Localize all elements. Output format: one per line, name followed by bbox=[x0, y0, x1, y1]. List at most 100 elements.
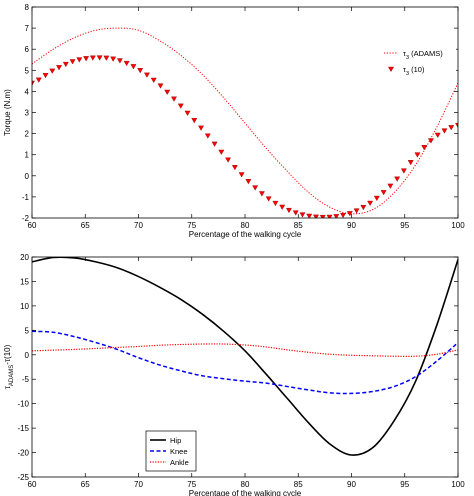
series-1-point bbox=[184, 110, 191, 116]
series-1-point bbox=[164, 89, 171, 95]
y-tick-label: -15 bbox=[17, 424, 29, 433]
series-1-point bbox=[171, 96, 177, 102]
series-0-line bbox=[32, 27, 458, 215]
y-axis-label-sub: ADAMS bbox=[9, 365, 15, 386]
series-1-point bbox=[144, 72, 150, 78]
y-tick-label: -10 bbox=[17, 400, 29, 409]
series-1-markers bbox=[32, 55, 458, 218]
series-1-point bbox=[177, 103, 184, 109]
series-1-point bbox=[225, 157, 232, 163]
series-1-point bbox=[455, 122, 458, 129]
legend-entry-0: τ3 (ADAMS) bbox=[384, 49, 443, 61]
y-tick-label: 0 bbox=[25, 172, 30, 181]
series-1-point bbox=[367, 200, 374, 207]
series-1-point bbox=[198, 125, 204, 131]
series-1-point bbox=[292, 210, 299, 216]
series-1-point bbox=[380, 190, 387, 196]
series-1-point bbox=[400, 168, 407, 174]
series-1-point bbox=[150, 77, 157, 83]
series-1-point bbox=[110, 56, 117, 62]
series-1-point bbox=[123, 60, 130, 67]
x-tick-label: 95 bbox=[400, 221, 409, 230]
series-1-point bbox=[340, 212, 346, 218]
series-1-point bbox=[103, 55, 110, 61]
legend-entry-0: Hip bbox=[150, 436, 181, 445]
legend-marker bbox=[388, 66, 394, 73]
series-1-point bbox=[56, 65, 62, 71]
series-1-point bbox=[353, 208, 360, 214]
y-tick-label: 20 bbox=[20, 253, 29, 262]
series-1-point bbox=[306, 213, 313, 218]
y-axis-label-rest: -τ(10) bbox=[3, 344, 12, 364]
legend-label: τ3 (10) bbox=[403, 65, 425, 77]
series-1-point bbox=[49, 68, 56, 74]
series-1-point bbox=[258, 191, 265, 197]
series-1-point bbox=[137, 68, 144, 74]
series-1-point bbox=[252, 185, 259, 191]
series-1-point bbox=[414, 152, 421, 158]
torque-difference-chart: 60 65 70 75 80 85 90 95 100 -25 -20 -15 -10 -5 0 5 10 15 2… bbox=[3, 253, 465, 496]
x-tick-label: 65 bbox=[81, 480, 90, 489]
series-1-point bbox=[231, 165, 238, 171]
y-tick-label: -5 bbox=[22, 375, 30, 384]
series-1-point bbox=[319, 214, 326, 218]
x-tick-label: 85 bbox=[294, 480, 303, 489]
legend-entry-1: τ3 (10) bbox=[388, 65, 425, 77]
series-1-point bbox=[272, 200, 279, 207]
y-tick-label: 4 bbox=[25, 87, 30, 96]
series-1-point bbox=[76, 57, 83, 63]
series-1-point bbox=[96, 55, 103, 61]
y-tick-label: -2 bbox=[22, 214, 30, 223]
x-tick-label: 60 bbox=[28, 480, 37, 489]
x-tick-label: 70 bbox=[134, 480, 143, 489]
y-tick-label: 8 bbox=[25, 3, 30, 12]
y-tick-label: -1 bbox=[22, 193, 30, 202]
y-axis-label: τADAMS-τ(10) bbox=[3, 344, 15, 389]
x-tick-label: 70 bbox=[134, 221, 143, 230]
y-tick-label: 0 bbox=[25, 351, 30, 360]
x-tick-label: 95 bbox=[400, 480, 409, 489]
series-1-point bbox=[32, 80, 35, 86]
legend-box bbox=[380, 41, 456, 79]
series-1-point bbox=[157, 83, 164, 89]
series-1-point bbox=[299, 212, 306, 218]
series-1-point bbox=[191, 118, 198, 124]
series-1-point bbox=[441, 128, 448, 134]
x-tick-label: 80 bbox=[241, 480, 250, 489]
y-tick-label: 7 bbox=[25, 24, 30, 33]
legend-entry-1: Knee bbox=[150, 447, 188, 456]
legend-label: Ankle bbox=[170, 458, 189, 467]
x-tick-label: 75 bbox=[187, 480, 196, 489]
legend-label-rest: (10) bbox=[409, 65, 425, 74]
series-0-line bbox=[32, 257, 458, 456]
legend-label: τ3 (ADAMS) bbox=[403, 49, 443, 61]
legend-box bbox=[145, 430, 197, 472]
series-1-point bbox=[245, 179, 252, 185]
series-1-point bbox=[218, 149, 225, 155]
x-tick-label: 100 bbox=[451, 480, 465, 489]
series-1-point bbox=[238, 172, 245, 178]
series-1-point bbox=[265, 196, 272, 202]
legend-label-rest: (ADAMS) bbox=[409, 49, 443, 58]
series-1-point bbox=[83, 56, 90, 62]
series-1-point bbox=[130, 64, 137, 70]
legend-label: Hip bbox=[170, 436, 181, 445]
x-tick-label: 80 bbox=[241, 221, 250, 230]
y-tick-label: -20 bbox=[17, 449, 29, 458]
torque-chart: 60 65 70 75 80 85 90 95 100 -2 -1 0 1 2 3 4 5 6 7 8 Percenta… bbox=[3, 3, 465, 239]
series-1-point bbox=[211, 141, 218, 147]
series-1-point bbox=[62, 61, 69, 68]
legend: τ3 (ADAMS) τ3 (10) bbox=[380, 41, 456, 79]
series-1-point bbox=[428, 138, 434, 144]
series-1-point bbox=[35, 77, 42, 83]
legend-label-sub: 3 bbox=[406, 55, 409, 61]
y-tick-label: 5 bbox=[25, 66, 30, 75]
series-1-point bbox=[69, 59, 76, 65]
plot-area bbox=[32, 27, 458, 218]
x-tick-label: 90 bbox=[347, 480, 356, 489]
y-tick-label: 6 bbox=[25, 45, 30, 54]
series-1-point bbox=[448, 125, 455, 131]
series-1-point bbox=[373, 195, 380, 202]
y-tick-label: 10 bbox=[20, 302, 29, 311]
x-tick-label: 90 bbox=[347, 221, 356, 230]
